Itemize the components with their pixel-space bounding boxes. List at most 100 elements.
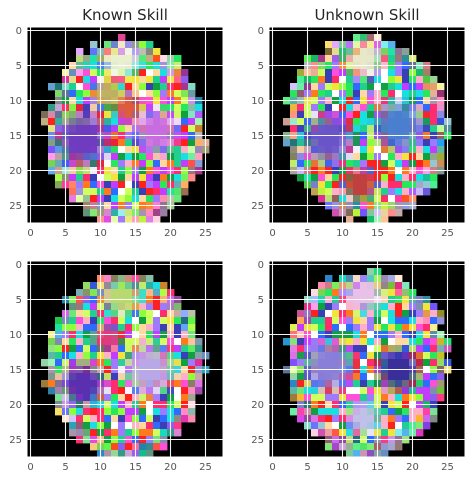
heatmap-cell — [69, 380, 77, 388]
heatmap-cell — [402, 48, 410, 56]
heatmap-cell — [181, 415, 189, 423]
heatmap-cell — [332, 209, 340, 217]
heatmap-cell — [353, 345, 361, 353]
heatmap-cell — [48, 153, 56, 161]
heatmap-cell — [353, 394, 361, 402]
heatmap-cell — [325, 146, 333, 154]
heatmap-cell — [346, 118, 354, 126]
heatmap-cell — [146, 195, 154, 203]
heatmap-cell — [48, 338, 56, 346]
heatmap-cell — [104, 188, 112, 196]
heatmap-cell — [153, 380, 161, 388]
heatmap-cell — [188, 90, 196, 98]
heatmap-cell — [290, 394, 298, 402]
heatmap-cell — [83, 359, 91, 367]
heatmap-cell — [90, 338, 98, 346]
heatmap-cell — [423, 387, 431, 395]
heatmap-cell — [83, 310, 91, 318]
heatmap-cell — [104, 289, 112, 297]
heatmap-cell — [139, 160, 147, 168]
heatmap-cell — [388, 83, 396, 91]
heatmap-cell — [325, 303, 333, 311]
heatmap-cell — [83, 394, 91, 402]
heatmap-cell — [118, 34, 126, 42]
heatmap-cell — [353, 55, 361, 63]
heatmap-cell — [125, 422, 133, 430]
heatmap-cell — [90, 55, 98, 63]
heatmap-cell — [139, 216, 147, 224]
heatmap-cell — [188, 338, 196, 346]
heatmap-cell — [69, 310, 77, 318]
heatmap-cell — [297, 174, 305, 182]
heatmap-cell — [318, 139, 326, 147]
heatmap-cell — [388, 415, 396, 423]
heatmap-cell — [388, 174, 396, 182]
heatmap-cell — [181, 324, 189, 332]
heatmap-cell — [90, 289, 98, 297]
heatmap-cell — [360, 153, 368, 161]
heatmap-cell — [188, 359, 196, 367]
heatmap-cell — [125, 408, 133, 416]
heatmap-cell — [381, 373, 389, 381]
heatmap-cell — [118, 76, 126, 84]
heatmap-cell — [174, 422, 182, 430]
heatmap-cell — [360, 303, 368, 311]
heatmap-cell — [90, 174, 98, 182]
heatmap-cell — [311, 310, 319, 318]
heatmap-cell — [290, 387, 298, 395]
heatmap-cell — [160, 76, 168, 84]
heatmap-cell — [353, 282, 361, 290]
heatmap-cell — [346, 422, 354, 430]
heatmap-cell — [353, 429, 361, 437]
heatmap-cell — [332, 345, 340, 353]
heatmap-cell — [367, 429, 375, 437]
heatmap-cell — [153, 310, 161, 318]
heatmap-cell — [125, 443, 133, 451]
heatmap-cell — [360, 118, 368, 126]
heatmap-cell — [297, 310, 305, 318]
heatmap-cell — [416, 69, 424, 77]
heatmap-cell — [395, 195, 403, 203]
heatmap-cell — [125, 324, 133, 332]
heatmap-cell — [83, 139, 91, 147]
heatmap-cell — [174, 408, 182, 416]
heatmap-cell — [160, 303, 168, 311]
heatmap-cell — [174, 188, 182, 196]
heatmap-cell — [381, 83, 389, 91]
heatmap-cell — [174, 118, 182, 126]
heatmap-cell — [311, 394, 319, 402]
heatmap-cell — [111, 359, 119, 367]
heatmap-cell — [437, 338, 445, 346]
heatmap-cell — [153, 111, 161, 119]
heatmap-cell — [153, 408, 161, 416]
heatmap-cell — [311, 373, 319, 381]
heatmap-cell — [83, 146, 91, 154]
heatmap-cell — [381, 394, 389, 402]
heatmap-cell — [325, 41, 333, 49]
heatmap-cell — [402, 380, 410, 388]
heatmap-cell — [153, 303, 161, 311]
panel-top-right: Unknown Skill 0 5 10 15 20 25 0 5 10 15 20 25 — [251, 6, 466, 239]
heatmap-cell — [430, 345, 438, 353]
heatmap-cell — [160, 345, 168, 353]
heatmap-cell — [139, 345, 147, 353]
x-tick-label: 10 — [336, 228, 349, 239]
heatmap-cell — [118, 408, 126, 416]
heatmap-cell — [118, 359, 126, 367]
heatmap-cell — [381, 443, 389, 451]
heatmap-cell — [402, 55, 410, 63]
heatmap-cell — [388, 359, 396, 367]
heatmap-cell — [416, 125, 424, 133]
heatmap-cell — [48, 359, 56, 367]
heatmap-cell — [430, 160, 438, 168]
heatmap-cell — [174, 345, 182, 353]
heatmap-cell — [104, 380, 112, 388]
heatmap-cell — [353, 146, 361, 154]
heatmap-cell — [153, 55, 161, 63]
heatmap-cell — [146, 76, 154, 84]
heatmap-cell — [125, 415, 133, 423]
heatmap-cell — [139, 139, 147, 147]
heatmap-cell — [160, 443, 168, 451]
plot-frame — [268, 26, 466, 224]
